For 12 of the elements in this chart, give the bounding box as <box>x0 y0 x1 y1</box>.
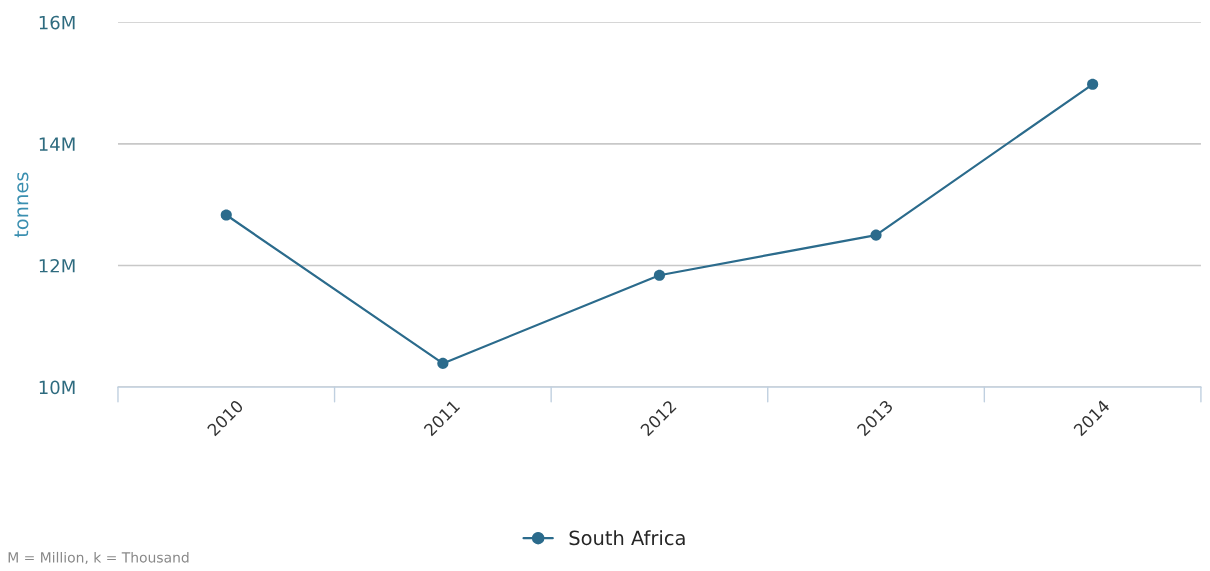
y-tick-label: 12M <box>39 258 75 273</box>
y-axis-title: tonnes <box>14 172 29 238</box>
y-tick-label: 10M <box>39 380 75 395</box>
legend-label: South Africa <box>569 530 685 546</box>
point <box>437 357 449 369</box>
point <box>1087 78 1099 90</box>
point <box>653 269 666 281</box>
point <box>220 209 232 221</box>
y-tick-label: 14M <box>39 137 75 151</box>
y-tick-label: 16M <box>39 15 75 30</box>
text: M = Million, k = Thousand <box>8 551 189 565</box>
point <box>870 229 882 241</box>
